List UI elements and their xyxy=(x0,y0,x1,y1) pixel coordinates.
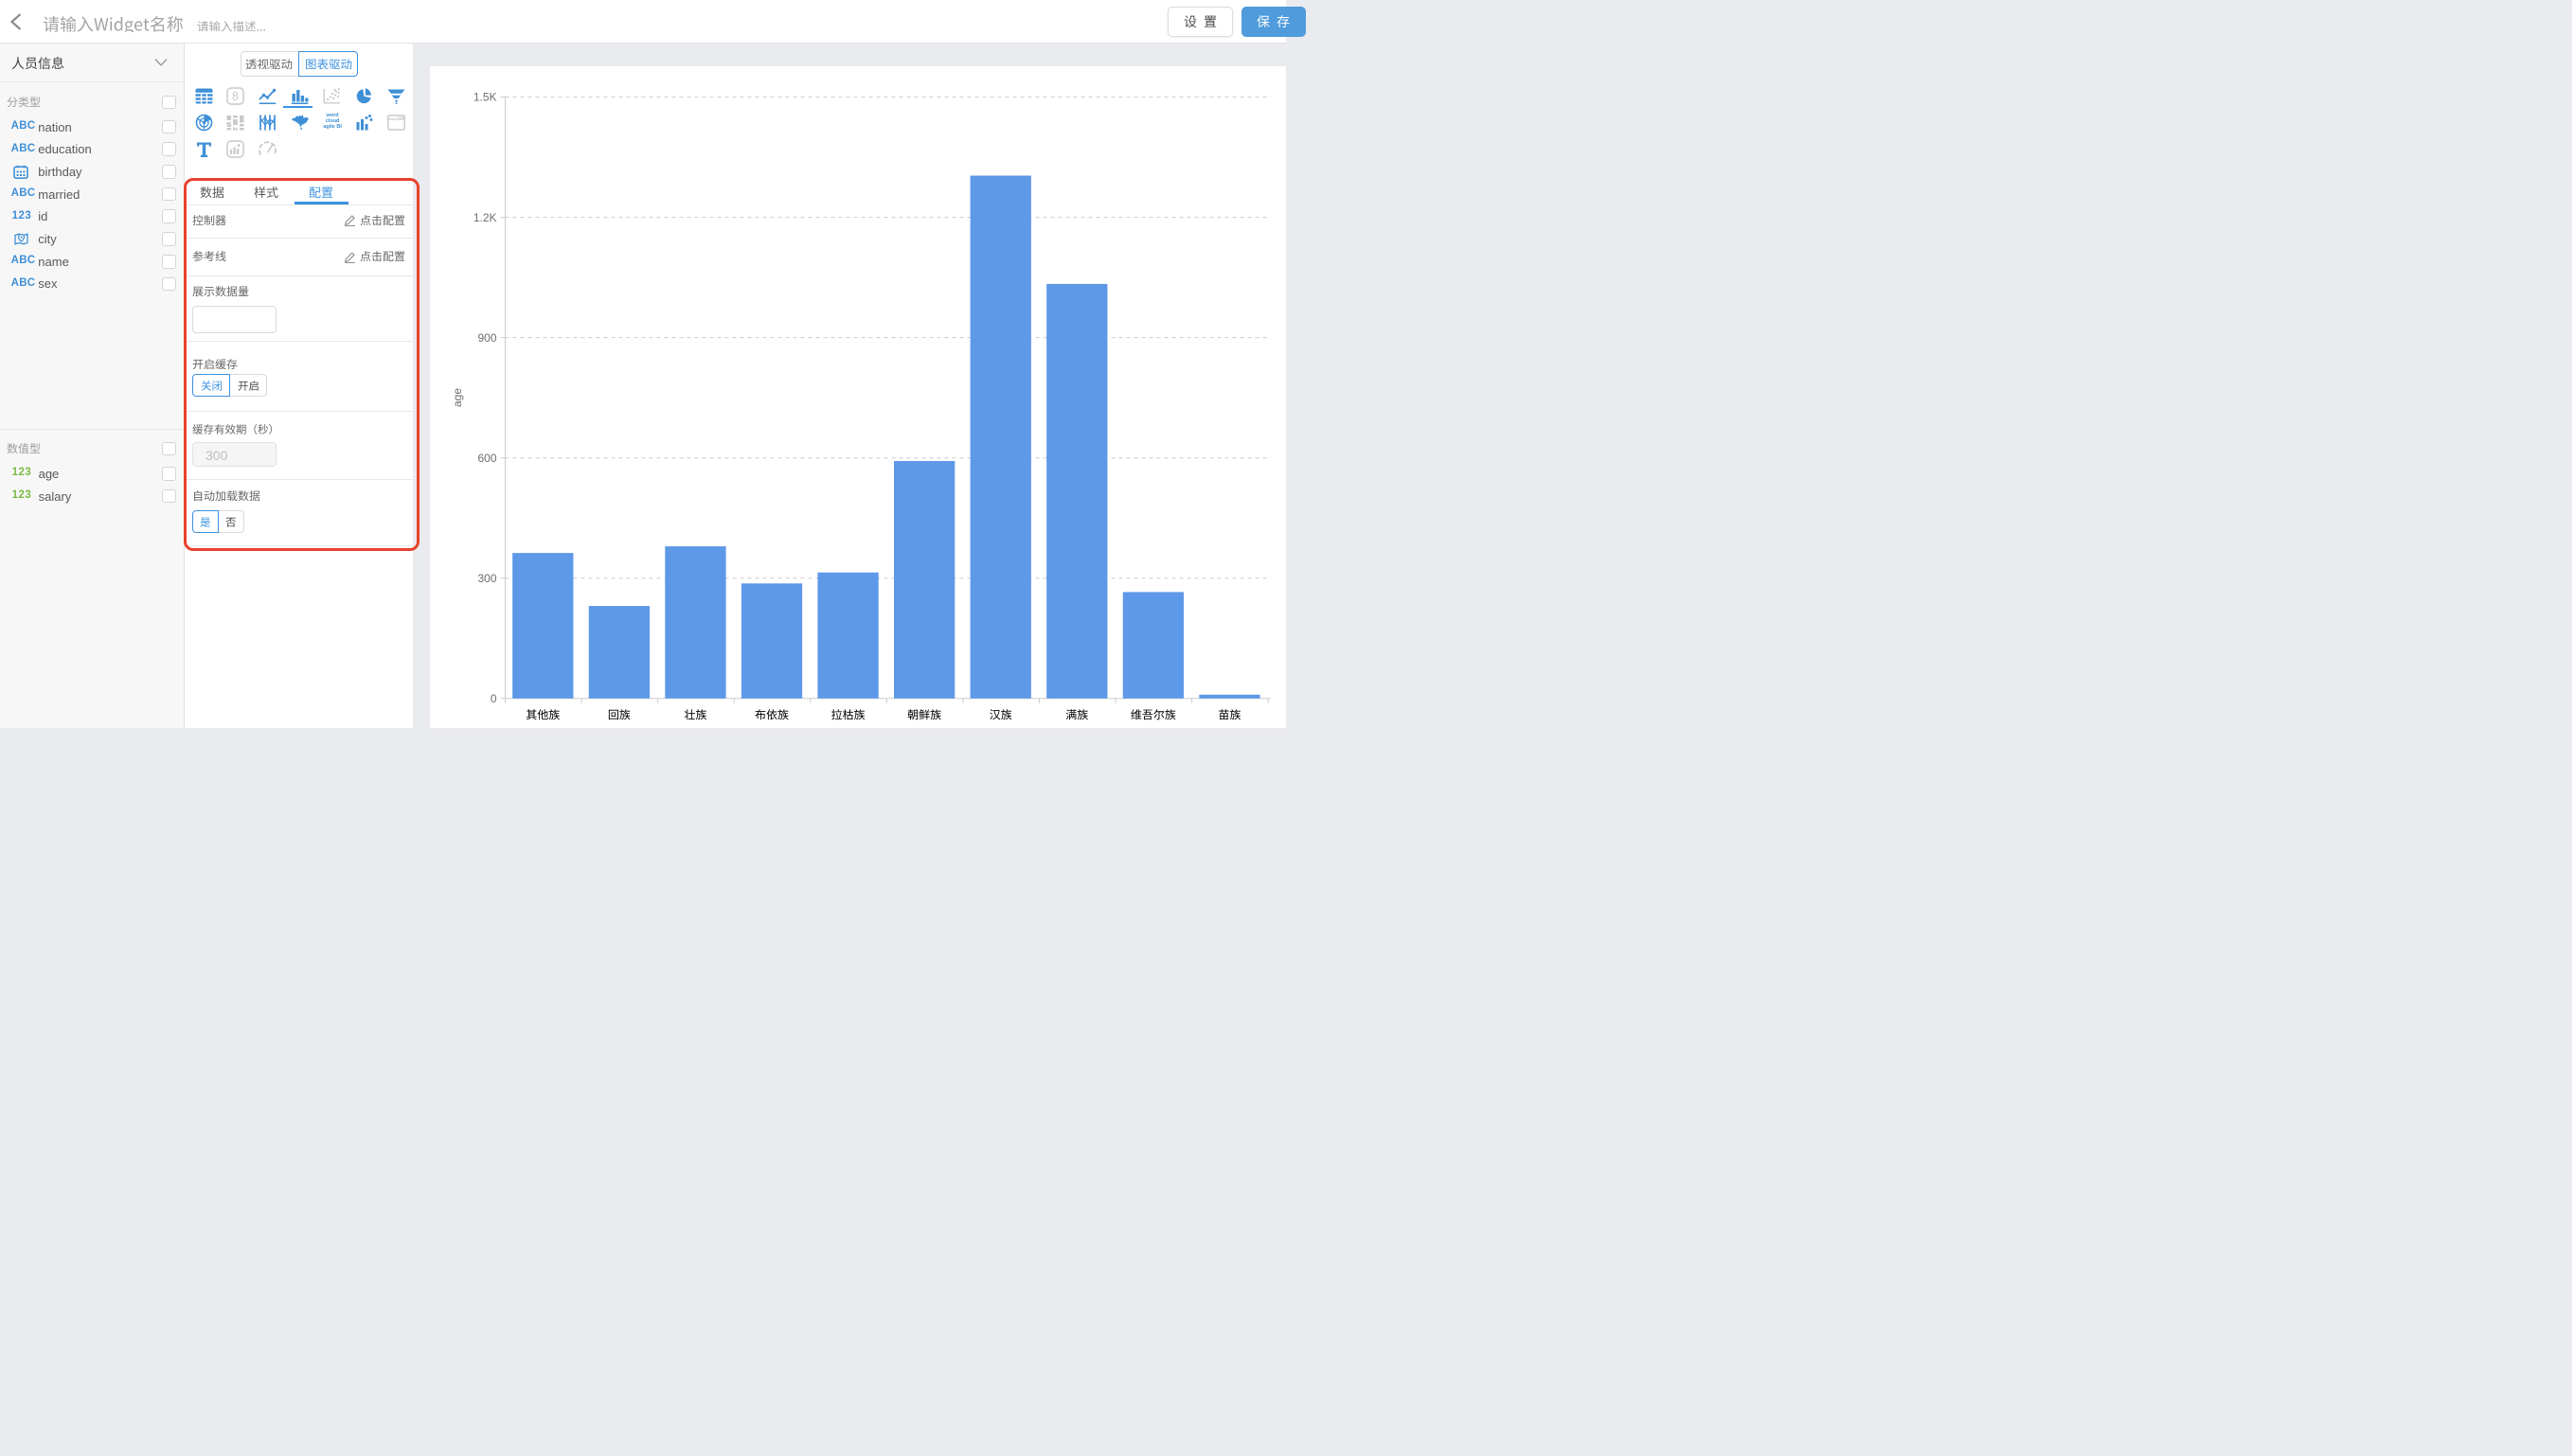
svg-text:300: 300 xyxy=(478,571,497,584)
svg-text:age: age xyxy=(451,387,464,406)
svg-text:600: 600 xyxy=(478,451,497,464)
svg-text:1.2K: 1.2K xyxy=(473,210,497,223)
svg-text:8: 8 xyxy=(232,90,239,103)
svg-text:0: 0 xyxy=(491,692,497,705)
svg-text:900: 900 xyxy=(478,330,497,344)
svg-text:1.5K: 1.5K xyxy=(473,90,497,103)
